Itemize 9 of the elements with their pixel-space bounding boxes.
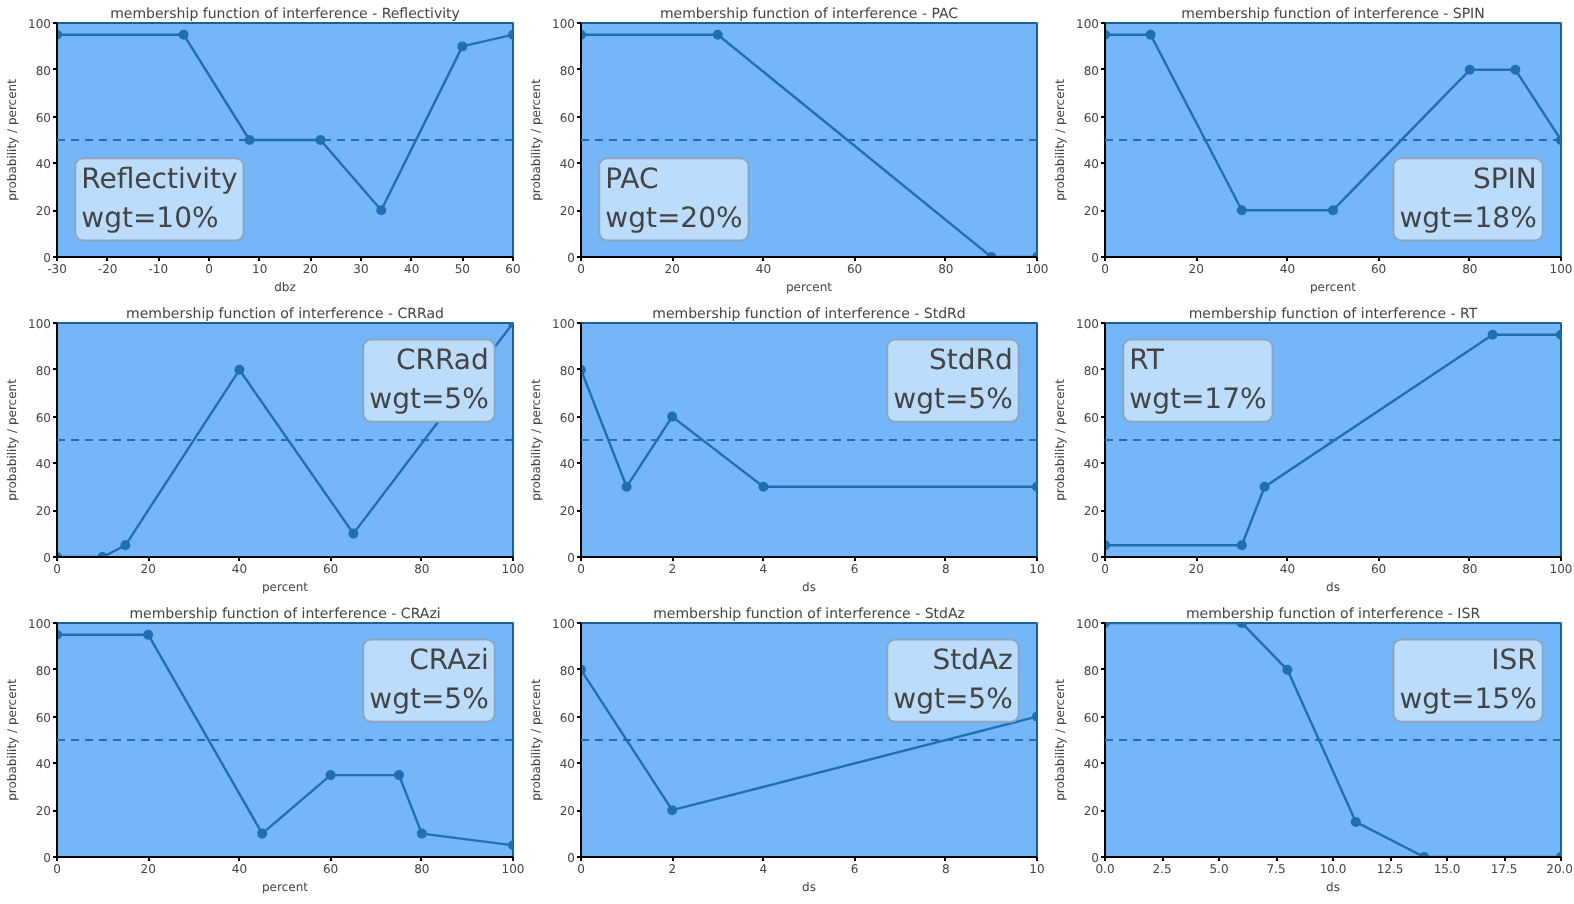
annotation: SPIN wgt=18%: [1399, 164, 1537, 235]
annotation: PAC wgt=20%: [605, 164, 743, 235]
annotation: CRRad wgt=5%: [369, 345, 489, 416]
annotation: ISR wgt=15%: [1399, 645, 1538, 716]
annotation: RT wgt=17%: [1129, 345, 1267, 416]
annotation: StdAz wgt=5%: [893, 645, 1013, 716]
annotation: Reflectivity wgt=10%: [81, 164, 238, 235]
annotation: CRAzi wgt=5%: [369, 645, 489, 716]
annotation: StdRd wgt=5%: [893, 345, 1013, 416]
